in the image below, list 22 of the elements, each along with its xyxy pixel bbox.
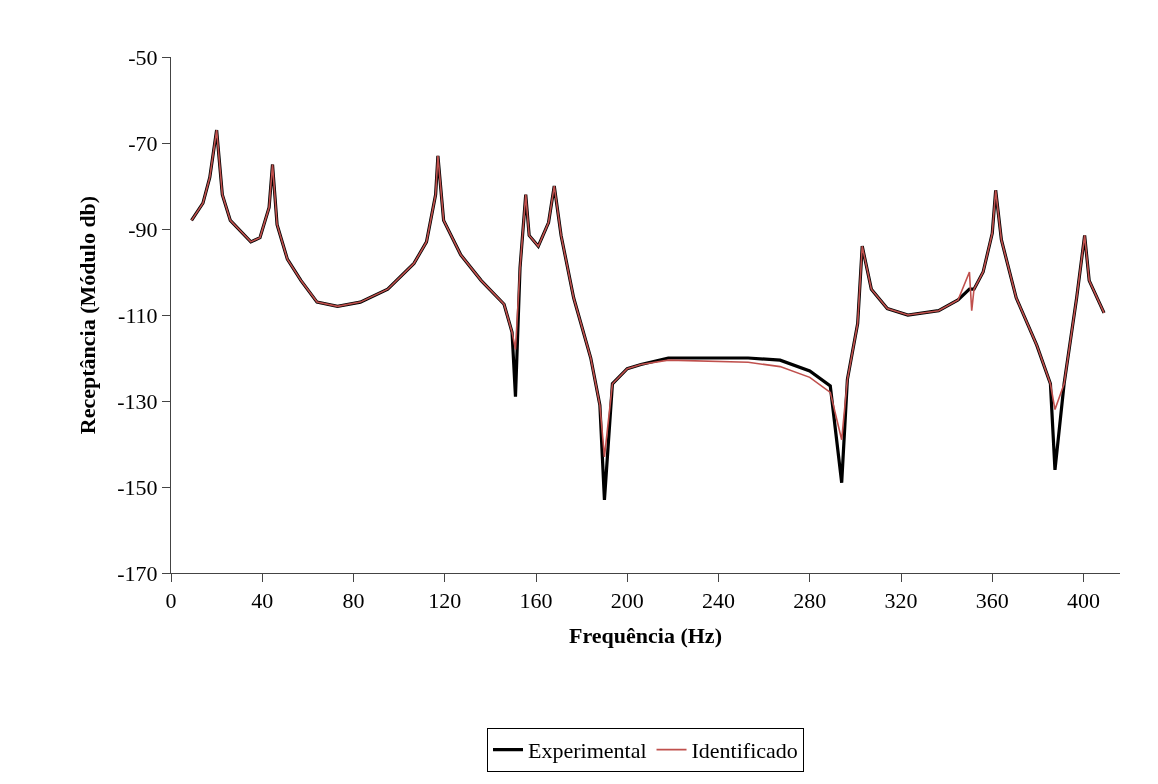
x-tick-label: 320 (884, 588, 918, 614)
x-axis-title: Frequência (Hz) (569, 623, 722, 649)
x-tick-label: 360 (975, 588, 1009, 614)
y-tick-label: -150 (117, 474, 158, 500)
x-tick-label: 40 (251, 588, 274, 614)
y-tick-label: -50 (128, 44, 158, 70)
y-tick-label: -110 (118, 302, 158, 328)
x-tick-label: 200 (610, 588, 644, 614)
x-tick-label: 0 (165, 588, 177, 614)
legend-label: Experimental (528, 738, 647, 764)
y-tick-label: -130 (117, 388, 158, 414)
x-tick-label: 160 (519, 588, 553, 614)
x-tick-label: 400 (1067, 588, 1100, 614)
x-tick-label: 240 (702, 588, 735, 614)
y-tick-label: -70 (128, 130, 158, 156)
x-tick-label: 280 (793, 588, 827, 614)
y-tick-label: -90 (128, 216, 158, 242)
legend-label: Identificado (691, 738, 798, 764)
x-tick-label: 120 (428, 588, 462, 614)
y-tick-label: -170 (117, 560, 158, 586)
y-axis-title: Receptância (Módulo db) (75, 195, 101, 435)
x-tick-label: 80 (342, 588, 365, 614)
